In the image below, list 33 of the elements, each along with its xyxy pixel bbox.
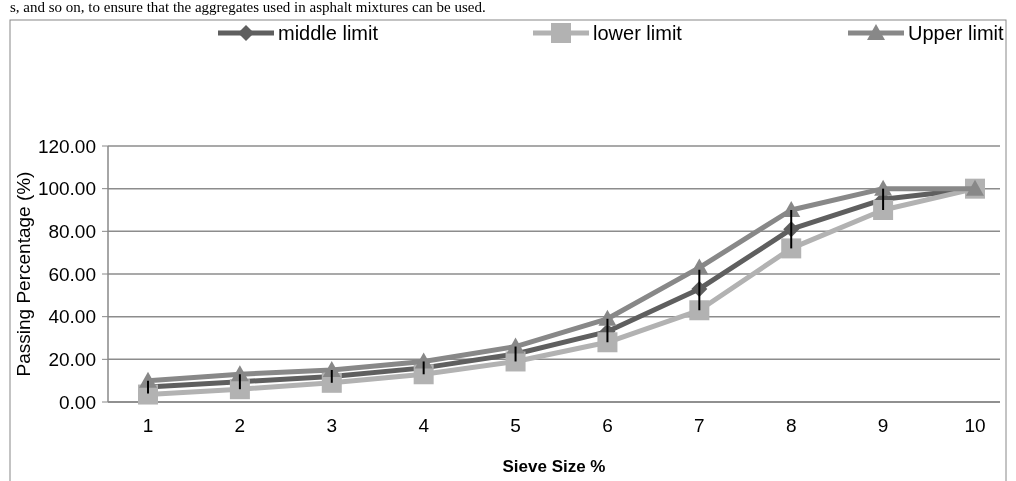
legend-label: middle limit [278,22,379,44]
point [689,300,710,321]
y-tick-label: 100.00 [37,178,96,200]
x-tick-label: 1 [142,415,154,436]
x-tick-label: 10 [964,415,986,436]
y-axis-title: Passing Percentage (%) [13,171,34,377]
x-tick-label: 3 [326,415,338,436]
y-tick-label: 0.00 [59,391,96,413]
legend-label: Upper limit [908,22,1005,44]
point [598,309,617,326]
y-tick-label: 40.00 [48,306,96,328]
y-tick-label: 20.00 [48,348,96,370]
y-tick-label: 60.00 [48,263,96,285]
point [874,179,893,196]
point [139,371,157,388]
point [597,332,618,353]
point [873,200,894,220]
text: s, and so on, to ensure that the aggregates used in asphalt mixtures can be used. [10,0,486,15]
y-tick-label: 80.00 [48,220,96,242]
x-tick-label: 7 [694,415,705,436]
point [506,337,525,354]
x-tick-label: 5 [510,415,521,436]
x-axis-title: Sieve Size % [502,457,606,476]
x-tick-label: 4 [418,415,430,436]
y-tick-label: 120.00 [37,135,96,157]
point [781,238,802,259]
point [690,258,709,275]
x-tick-label: 6 [602,415,613,436]
x-tick-label: 9 [877,415,889,436]
x-tick-label: 8 [785,415,797,436]
x-tick-label: 2 [234,415,246,436]
legend-label: lower limit [593,22,683,44]
point [322,361,341,377]
